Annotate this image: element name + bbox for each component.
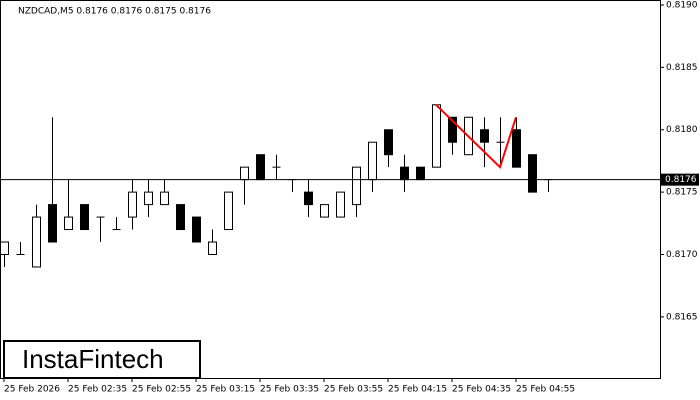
y-tick-label: 0.8175 <box>666 188 698 198</box>
candle-body <box>304 191 313 206</box>
candle-body <box>144 191 153 206</box>
y-tick-label: 0.8190 <box>666 0 698 10</box>
y-tick-label: 0.8165 <box>666 312 698 322</box>
candle-body <box>256 154 265 181</box>
candle-body <box>32 216 41 268</box>
candle-body <box>416 166 425 181</box>
x-tick-label: 25 Feb 04:35 <box>452 385 511 395</box>
candle-body <box>512 129 521 168</box>
candle-body <box>320 204 329 218</box>
candle-body <box>432 104 441 168</box>
pattern-line <box>435 104 517 170</box>
current-price-box <box>661 173 699 186</box>
x-tick-label: 25 Feb 02:35 <box>68 385 127 395</box>
x-tick-label: 25 Feb 2026 <box>4 385 60 395</box>
candle-body <box>352 166 361 206</box>
candle-body <box>384 129 393 156</box>
candle-body <box>480 129 489 143</box>
logo: InstaFintech <box>22 344 164 374</box>
logo-box <box>3 340 201 379</box>
y-tick-label: 0.8180 <box>666 125 698 135</box>
candle-body <box>80 204 89 231</box>
candle-body <box>48 204 57 243</box>
candle-body <box>192 216 201 243</box>
candle-body <box>208 241 217 255</box>
x-tick-label: 25 Feb 03:35 <box>260 385 319 395</box>
candle-body <box>160 191 169 206</box>
x-tick-label: 25 Feb 03:55 <box>324 385 383 395</box>
candle-body <box>128 191 137 218</box>
candle-body <box>400 166 409 181</box>
candle-body <box>240 166 249 181</box>
candle-body <box>224 191 233 231</box>
candle-body <box>336 191 345 218</box>
current-price-label: 0.8176 <box>665 175 697 185</box>
chart-title: NZDCAD,M5 0.8176 0.8176 0.8175 0.8176 <box>18 7 211 17</box>
plot-area <box>0 0 661 379</box>
y-tick-label: 0.8170 <box>666 250 698 260</box>
x-tick-label: 25 Feb 04:55 <box>516 385 575 395</box>
candle-body <box>176 204 185 231</box>
candle-body <box>528 154 537 193</box>
x-tick-label: 25 Feb 03:15 <box>196 385 255 395</box>
x-tick-label: 25 Feb 04:15 <box>388 385 447 395</box>
y-tick-label: 0.8185 <box>666 63 698 73</box>
x-tick-label: 25 Feb 02:55 <box>132 385 191 395</box>
candle-body <box>448 116 457 143</box>
candle-body <box>368 141 377 181</box>
candle-body <box>0 241 9 255</box>
candle-body <box>64 216 73 231</box>
